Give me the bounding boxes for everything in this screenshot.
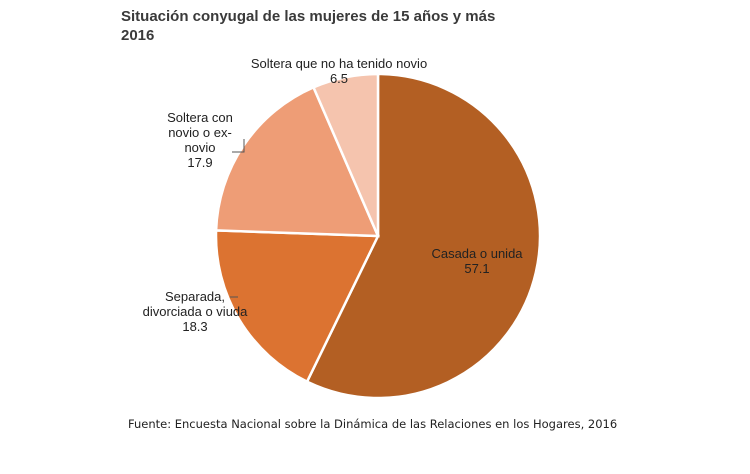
chart-title: Situación conyugal de las mujeres de 15 … <box>121 7 541 45</box>
slice-label-separada-divorciada-o-viuda: Separada, <box>165 289 225 304</box>
leader-soltera-con-novio <box>232 139 245 153</box>
slice-soltera-que-no-ha-tenido-novio <box>311 72 380 237</box>
value-label-soltera-que-no-ha-tenido-novio: 6.5 <box>330 71 348 86</box>
chart-source: Fuente: Encuesta Nacional sobre la Dinám… <box>128 417 618 431</box>
chart-title-line-2: 2016 <box>121 27 155 44</box>
pie-slices <box>214 72 542 400</box>
slice-label-soltera-que-no-ha-tenido-novio: Soltera que no ha tenido novio <box>251 56 427 71</box>
leader-lines <box>230 139 245 298</box>
slice-label-soltera-con-novio-o-ex-novio: Soltera con <box>167 110 233 125</box>
slice-label-casada-o-unida: Casada o unida <box>431 246 523 261</box>
chart-title-line-1: Situación conyugal de las mujeres de 15 … <box>121 8 496 25</box>
slice-label-separada-divorciada-o-viuda: divorciada o viuda <box>143 304 249 319</box>
slice-label-soltera-con-novio-o-ex-novio: novio <box>184 140 215 155</box>
value-label-casada-o-unida: 57.1 <box>464 261 489 276</box>
value-label-soltera-con-novio-o-ex-novio: 17.9 <box>187 155 212 170</box>
slice-label-soltera-con-novio-o-ex-novio: novio o ex- <box>168 125 232 140</box>
value-label-separada-divorciada-o-viuda: 18.3 <box>182 319 207 334</box>
slice-separada-divorciada-o-viuda <box>214 229 380 384</box>
slice-casada-o-unida <box>305 72 542 400</box>
